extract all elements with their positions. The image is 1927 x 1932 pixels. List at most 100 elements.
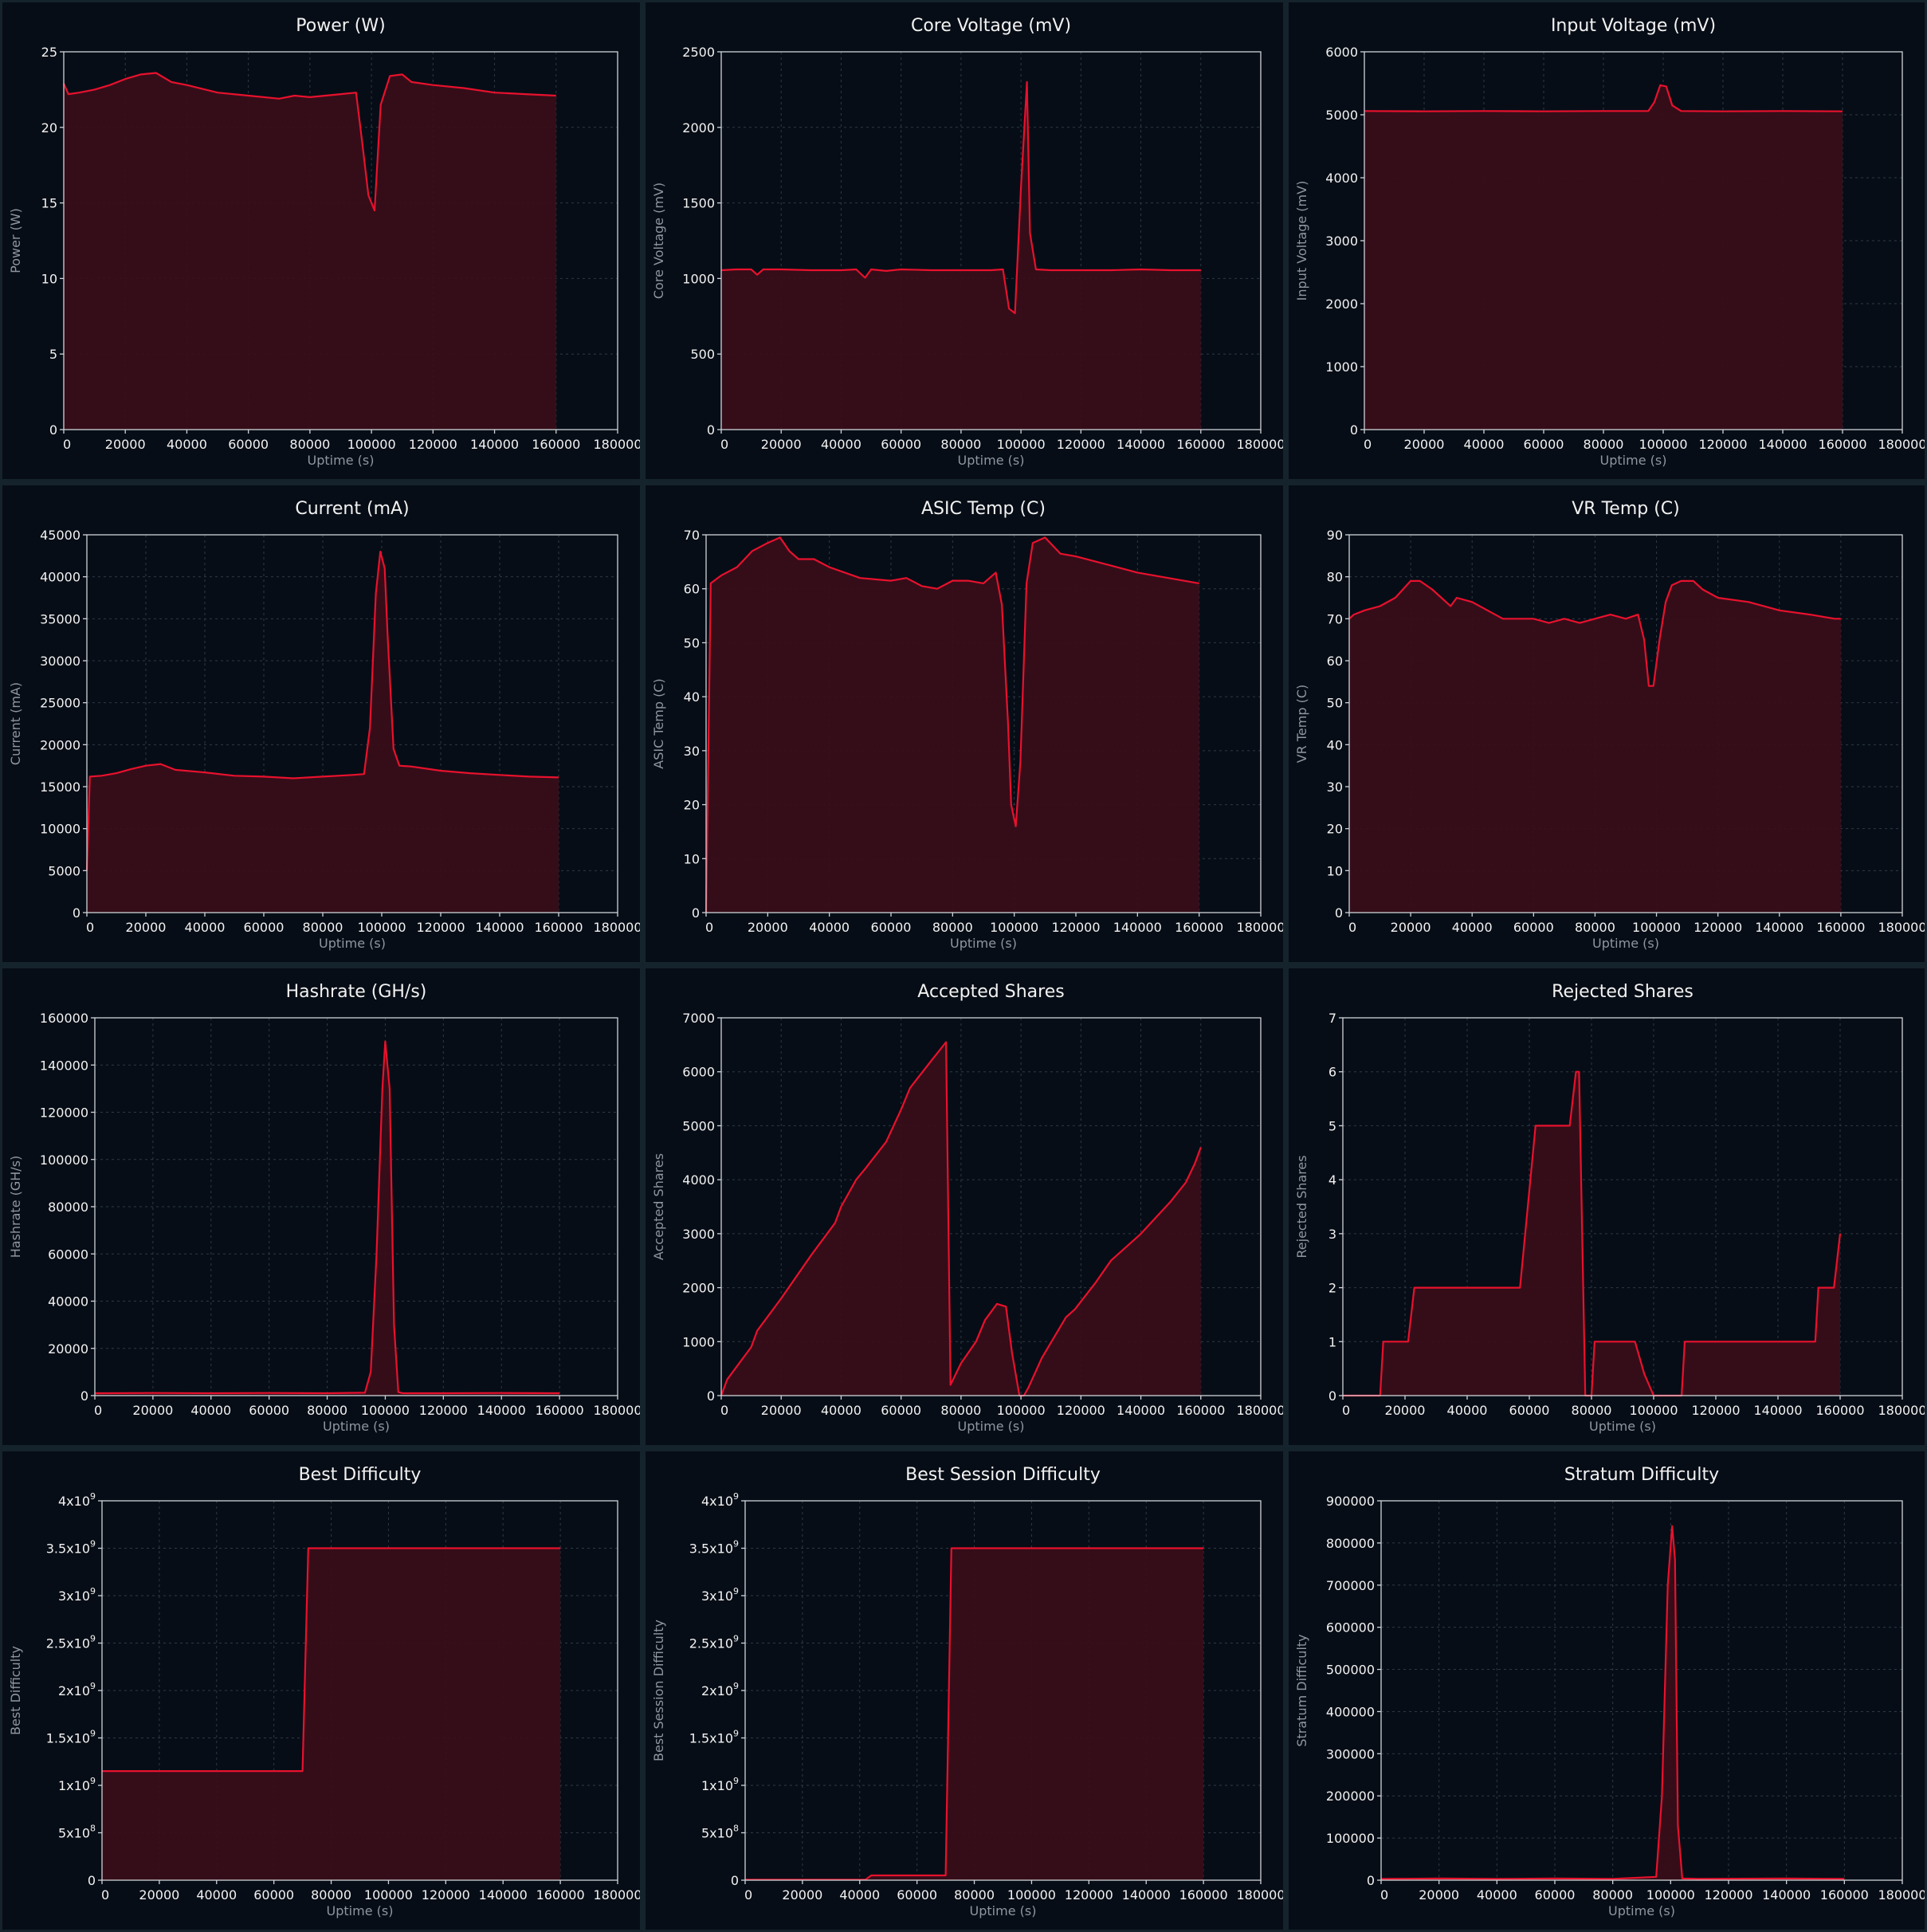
y-tick-label: 60 — [684, 582, 700, 597]
y-tick-label: 5x108 — [701, 1824, 739, 1841]
x-tick-label: 80000 — [1592, 1887, 1633, 1903]
y-tick-label: 0 — [707, 422, 715, 438]
y-tick-label: 2x109 — [58, 1681, 96, 1698]
x-tick-label: 60000 — [1513, 920, 1554, 935]
x-tick-label: 160000 — [1179, 1887, 1228, 1903]
x-tick-label: 120000 — [416, 920, 465, 935]
y-tick-label: 5 — [1328, 1118, 1336, 1133]
chart-svg: Best Session Difficulty 0 20000 40000 60000 8… — [651, 1465, 1283, 1918]
x-axis-label: Uptime (s) — [958, 453, 1025, 468]
y-tick-label: 40 — [684, 689, 700, 705]
y-tick-label: 15000 — [40, 779, 80, 795]
series-area — [706, 537, 1199, 913]
y-tick-label: 90 — [1327, 528, 1343, 543]
x-tick-label: 180000 — [1878, 920, 1925, 935]
x-tick-label: 0 — [1364, 437, 1372, 452]
y-tick-label: 0 — [1328, 1388, 1336, 1404]
chart-title: Power (W) — [296, 16, 385, 36]
x-tick-label: 160000 — [1175, 920, 1223, 935]
x-tick-label: 20000 — [748, 920, 788, 935]
x-tick-label: 20000 — [1385, 1403, 1426, 1418]
x-tick-label: 180000 — [593, 1403, 640, 1418]
x-tick-label: 0 — [94, 1403, 102, 1418]
y-tick-label: 0 — [707, 1388, 715, 1404]
x-tick-label: 140000 — [470, 437, 519, 452]
y-tick-label: 0 — [1350, 422, 1358, 438]
chart-svg: Rejected Shares 0 20000 40000 60000 80000 1000… — [1294, 982, 1925, 1434]
chart-svg: Current (mA)0 20000 40000 60000 80000 100000 1… — [8, 499, 640, 951]
x-tick-label: 20000 — [761, 1403, 802, 1418]
x-tick-label: 0 — [1342, 1403, 1350, 1418]
x-tick-label: 0 — [705, 920, 713, 935]
y-tick-label: 5000 — [1325, 108, 1358, 123]
y-tick-label: 25000 — [40, 696, 80, 711]
chart-panel-power: Power (W) 0 20000 40000 60000 80000 100000 1200… — [2, 2, 640, 479]
series-area — [64, 73, 556, 430]
y-tick-label: 1000 — [682, 271, 715, 286]
y-tick-label: 0 — [73, 905, 80, 921]
chart-panel-input-voltage: Input Voltage (mV) 0 20000 40000 60000 80000 1… — [1289, 2, 1925, 479]
x-axis-label: Uptime (s) — [958, 1419, 1025, 1434]
x-tick-label: 40000 — [196, 1887, 237, 1903]
chart-panel-hashrate: Hashrate (GH/s) 0 20000 40000 60000 80000 1000… — [2, 968, 640, 1445]
x-tick-label: 120000 — [419, 1403, 468, 1418]
chart-title: VR Temp (C) — [1572, 499, 1679, 519]
y-tick-label: 4000 — [1325, 171, 1358, 186]
chart-title: Core Voltage (mV) — [911, 16, 1071, 36]
y-tick-label: 1.5x109 — [46, 1729, 96, 1746]
x-tick-label: 80000 — [1575, 920, 1615, 935]
x-tick-label: 40000 — [1464, 437, 1505, 452]
x-tick-label: 160000 — [536, 1403, 584, 1418]
x-tick-label: 20000 — [139, 1887, 179, 1903]
x-tick-label: 140000 — [475, 920, 524, 935]
plot-frame — [705, 534, 1262, 913]
x-tick-label: 120000 — [422, 1887, 470, 1903]
x-axis-label: Uptime (s) — [308, 453, 375, 468]
y-tick-label: 20000 — [40, 737, 80, 752]
x-tick-label: 20000 — [782, 1887, 822, 1903]
series-area — [1364, 84, 1843, 430]
y-tick-label: 140000 — [40, 1058, 88, 1073]
x-tick-label: 140000 — [479, 1887, 528, 1903]
y-tick-label: 2.5x109 — [46, 1634, 96, 1651]
plot-frame — [86, 534, 618, 913]
x-tick-label: 40000 — [1447, 1403, 1488, 1418]
y-tick-label: 3 — [1328, 1227, 1336, 1242]
chart-svg: Core Voltage (mV)0 20000 40000 60000 80000 10… — [651, 16, 1283, 468]
plot-frame — [1380, 1500, 1903, 1881]
x-tick-label: 180000 — [593, 437, 640, 452]
x-tick-label: 40000 — [821, 437, 861, 452]
x-tick-label: 40000 — [185, 920, 226, 935]
x-tick-label: 180000 — [1236, 920, 1283, 935]
y-tick-label: 45000 — [40, 528, 80, 543]
y-tick-label: 100000 — [40, 1153, 88, 1168]
x-tick-label: 160000 — [1818, 437, 1866, 452]
x-tick-label: 40000 — [1452, 920, 1493, 935]
y-tick-label: 7 — [1328, 1011, 1336, 1026]
plot-frame — [63, 51, 618, 430]
chart-svg: Hashrate (GH/s) 0 20000 40000 60000 80000 1000… — [8, 982, 640, 1434]
x-tick-label: 60000 — [1535, 1887, 1576, 1903]
x-tick-label: 120000 — [409, 437, 457, 452]
x-tick-label: 160000 — [532, 437, 580, 452]
y-tick-label: 0 — [49, 422, 57, 438]
y-tick-label: 3x109 — [58, 1586, 96, 1604]
x-tick-label: 120000 — [1051, 920, 1100, 935]
chart-title: Input Voltage (mV) — [1551, 16, 1716, 36]
x-tick-label: 80000 — [307, 1403, 347, 1418]
y-tick-label: 5 — [49, 347, 57, 362]
y-tick-label: 0 — [1367, 1873, 1375, 1888]
chart-panel-rejected-shares: Rejected Shares 0 20000 40000 60000 80000 1000… — [1289, 968, 1925, 1445]
x-tick-label: 120000 — [1057, 437, 1105, 452]
y-tick-label: 1 — [1328, 1334, 1336, 1349]
y-tick-label: 2000 — [1325, 296, 1358, 312]
chart-title: Best Difficulty — [299, 1465, 422, 1485]
y-tick-label: 40000 — [40, 570, 80, 585]
chart-title: Accepted Shares — [917, 982, 1064, 1002]
y-tick-label: 1x109 — [701, 1776, 739, 1793]
series-area — [721, 1042, 1201, 1396]
y-tick-label: 0 — [692, 905, 700, 921]
x-tick-label: 20000 — [1391, 920, 1431, 935]
x-tick-label: 140000 — [1762, 1887, 1811, 1903]
